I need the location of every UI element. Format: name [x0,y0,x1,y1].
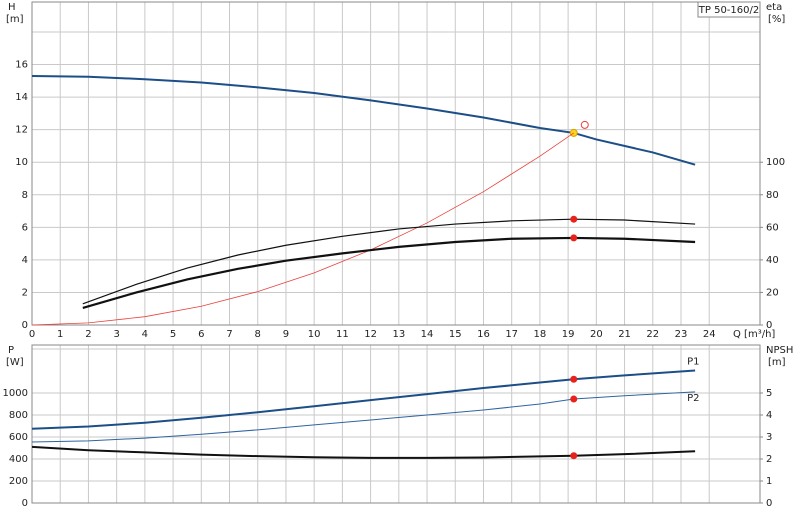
y-tick-label: 400 [9,454,28,465]
x-tick-label: 13 [392,329,405,340]
x-tick-label: 0 [29,329,35,340]
chart-title: TP 50-160/2 [698,5,759,16]
y-tick-label: 200 [9,476,28,487]
duty-point [570,375,578,383]
y-tick-label: 4 [22,255,28,266]
x-tick-label: 2 [85,329,91,340]
curve [31,369,696,430]
plot-frame [31,344,761,504]
y2-tick-label: 2 [766,454,772,465]
y-tick-label: 800 [9,410,28,421]
x-tick-label: 24 [703,329,716,340]
x-tick-label: 21 [618,329,631,340]
x-tick-label: 22 [646,329,659,340]
x-tick-label: 18 [534,329,547,340]
y-tick-label: 1000 [3,388,28,399]
x-tick-label: 15 [449,329,462,340]
x-tick-label: 1 [57,329,63,340]
x-tick-label: 5 [170,329,176,340]
curve [31,445,696,459]
duty-point [570,234,578,242]
y-tick-label: 14 [15,92,28,103]
y2-axis-label: NPSH [766,345,793,356]
x-tick-label: 14 [421,329,434,340]
x-tick-label: 19 [562,329,575,340]
curve [82,236,696,309]
duty-point [570,215,578,223]
y-tick-label: 8 [22,190,28,201]
title-box [697,1,761,18]
y2-tick-label: 80 [766,190,779,201]
y2-tick-label: 100 [766,157,785,168]
x-tick-label: 20 [590,329,603,340]
x-tick-label: 12 [364,329,377,340]
plot-frame [31,1,761,326]
y-tick-label: 12 [15,125,28,136]
y-axis-label: H [8,2,16,13]
x-tick-label: 7 [226,329,232,340]
y2-tick-label: 40 [766,255,779,266]
x-tick-label: 11 [336,329,349,340]
y2-tick-label: 3 [766,432,772,443]
curve [31,74,696,166]
x-tick-label: 6 [198,329,204,340]
curve [31,132,574,326]
y2-tick-label: 1 [766,476,772,487]
y2-axis-unit: [%] [768,14,785,25]
y-axis-unit: [W] [6,357,24,368]
y-tick-label: 600 [9,432,28,443]
x-axis-label: Q [m³/h] [733,329,775,340]
y2-tick-label: 60 [766,222,779,233]
x-tick-label: 3 [113,329,119,340]
y2-axis-label: eta [766,2,782,13]
x-tick-label: 16 [477,329,490,340]
y-axis-label: P [8,345,14,356]
duty-point [570,452,578,460]
y-tick-label: 16 [15,60,28,71]
y-tick-label: 2 [22,287,28,298]
curve [31,391,696,443]
y-tick-label: 10 [15,157,28,168]
y-tick-label: 6 [22,222,28,233]
duty-point [570,395,578,403]
series-label: P1 [687,356,699,367]
y2-tick-label: 20 [766,287,779,298]
y2-tick-label: 4 [766,410,772,421]
x-tick-label: 17 [505,329,518,340]
x-tick-label: 10 [308,329,321,340]
x-tick-label: 9 [283,329,289,340]
x-tick-label: 8 [255,329,261,340]
y2-tick-label: 0 [766,320,772,331]
y-axis-unit: [m] [6,14,24,25]
y2-axis-unit: [m] [768,357,786,368]
series-label: P2 [687,393,699,404]
duty-target [580,120,589,129]
curve [82,218,696,305]
y2-tick-label: 0 [766,498,772,509]
x-tick-label: 4 [142,329,148,340]
y-tick-label: 0 [22,498,28,509]
x-tick-label: 23 [675,329,688,340]
y2-tick-label: 5 [766,388,772,399]
y-tick-label: 0 [22,320,28,331]
